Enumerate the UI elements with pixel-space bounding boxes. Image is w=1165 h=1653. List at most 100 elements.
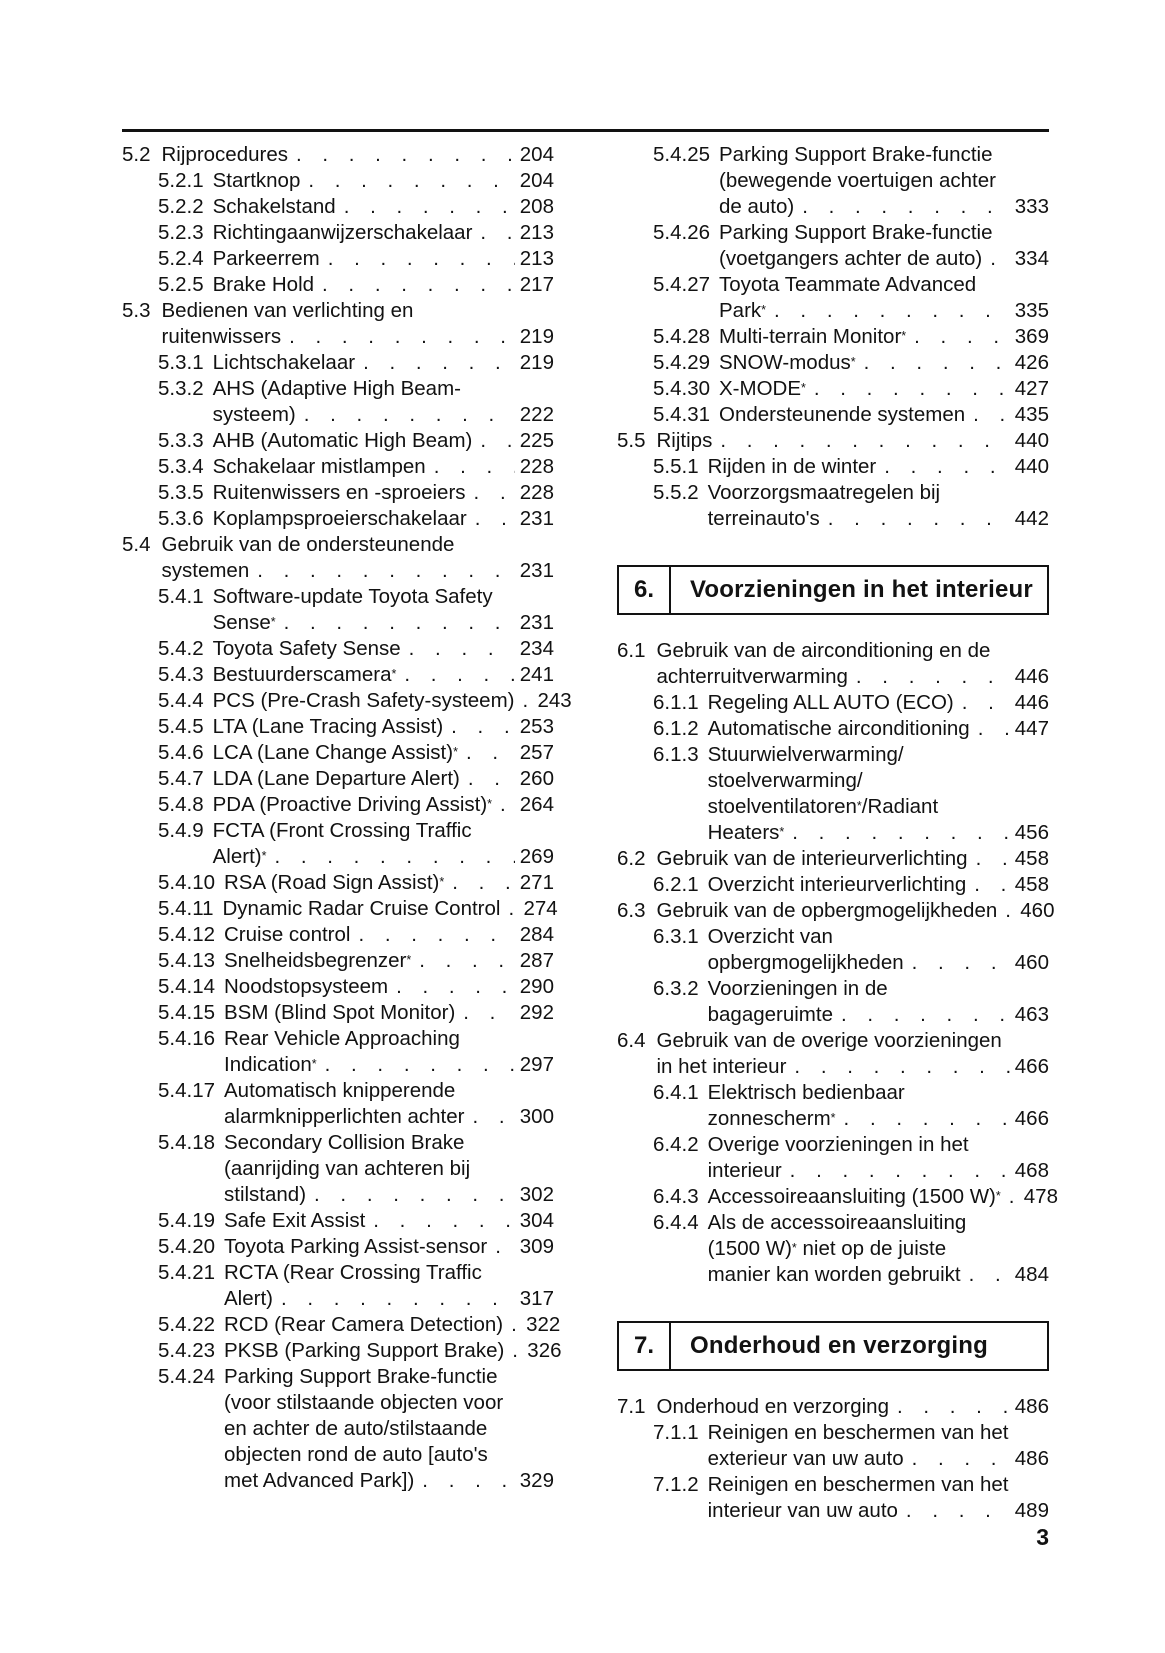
entry-page-number: 234 [519,637,554,660]
entry-title: Park* [719,299,767,322]
entry-last-line: Lichtschakelaar 219 [213,350,554,376]
toc-entry: 5.4.9 FCTA (Front Crossing Traffic Alert)*… [122,818,554,870]
entry-title: Dynamic Radar Cruise Control [222,897,501,920]
entry-number: 5.4.19 [158,1209,215,1232]
entry-page-number: 369 [1014,325,1049,348]
entry-page-number: 334 [1014,247,1049,270]
entry-page-number: 466 [1014,1107,1049,1130]
entry-last-line: interieur 468 [708,1158,1049,1184]
dot-leader [363,350,515,376]
entry-last-line: opbergmogelijkheden 460 [708,950,1049,976]
entry-title: achterruitverwarming [656,665,848,688]
entry-number: 5.4.16 [158,1027,215,1050]
entry-title: interieur [707,1159,782,1182]
toc-entry: 5.4.13 Snelheidsbegrenzer* 287 [122,948,554,974]
dot-leader [419,948,515,974]
entry-line: Voorzorgsmaatregelen bij [707,481,941,504]
toc-entry: 5.4.29 SNOW-modus* 426 [617,350,1049,376]
entry-title: Schakelstand [212,195,336,218]
entry-page-number: 241 [519,663,554,686]
entry-last-line: Heaters* 456 [708,820,1049,846]
entry-number: 5.4.22 [158,1313,215,1336]
entry-title: LTA (Lane Tracing Assist) [212,715,444,738]
entry-number: 6.3 [617,899,646,922]
dot-leader [790,1158,1010,1184]
entry-last-line: Accessoireaansluiting (1500 W)* 478 [707,1184,1058,1210]
entry-number: 6.4.3 [653,1185,699,1208]
entry-number: 6.1 [617,639,646,662]
entry-last-line: BSM (Blind Spot Monitor) 292 [224,1000,554,1026]
entry-page-number: 466 [1014,1055,1049,1078]
entry-title: in het interieur [656,1055,787,1078]
entry-title: Heaters* [707,821,785,844]
entry-body: BSM (Blind Spot Monitor) 292 [224,1000,554,1026]
toc-entry: 5.3.3 AHB (Automatic High Beam) 225 [122,428,554,454]
entry-last-line: LDA (Lane Departure Alert) 260 [213,766,554,792]
entry-page-number: 204 [519,169,554,192]
toc-entry: 5.4.19 Safe Exit Assist 304 [122,1208,554,1234]
entry-page-number: 257 [519,741,554,764]
entry-page-number: 219 [519,325,554,348]
entry-number: 5.4.30 [653,377,710,400]
entry-line: Parking Support Brake-functie [719,221,993,244]
entry-number: 5.4.12 [158,923,215,946]
entry-page-number: 333 [1014,195,1049,218]
entry-body: Toyota Safety Sense 234 [213,636,554,662]
entry-title: Safe Exit Assist [224,1209,366,1232]
entry-page-number: 456 [1014,821,1049,844]
asterisk-footnote-marker: * [995,1189,1001,1203]
entry-number: 5.3.4 [158,455,204,478]
entry-number: 5.5.1 [653,455,699,478]
entry-title: Accessoireaansluiting (1500 W)* [707,1185,1001,1208]
entry-number: 5.4.2 [158,637,204,660]
toc-entry: 5.2.1 Startknop 204 [122,168,554,194]
dot-leader [792,820,1010,846]
entry-number: 5.4.25 [653,143,710,166]
entry-title: Parkeerrem [212,247,320,270]
asterisk-footnote-marker: * [801,381,806,395]
entry-page-number: 486 [1014,1395,1049,1418]
entry-last-line: manier kan worden gebruikt 484 [708,1262,1049,1288]
entry-last-line: Gebruik van de interieurverlichting 458 [657,846,1050,872]
dot-leader [1009,1184,1019,1210]
toc-entry: 5.2.4 Parkeerrem 213 [122,246,554,272]
entry-page-number: 426 [1014,351,1049,374]
entry-page-number: 231 [519,507,554,530]
toc-entry: 6.1.3 Stuurwielverwarming/stoelverwarming… [617,742,1049,846]
dot-leader [322,272,515,298]
dot-leader [794,1054,1009,1080]
toc-entry: 7.1 Onderhoud en verzorging 486 [617,1394,1049,1420]
toc-entry: 5.5 Rijtips 440 [617,428,1049,454]
entry-body: Gebruik van de overige voorzieningen in h… [657,1028,1050,1080]
entry-line: en achter de auto/stilstaande [224,1417,488,1440]
entry-number: 5.5 [617,429,646,452]
dot-leader [475,506,515,532]
entry-page-number: 335 [1014,299,1049,322]
entry-page-number: 309 [519,1235,554,1258]
entry-number: 5.4.1 [158,585,204,608]
entry-number: 6.2.1 [653,873,699,896]
entry-page-number: 217 [519,273,554,296]
entry-title: Indication* [224,1053,317,1076]
dot-leader [914,324,1010,350]
toc-entry: 6.1.2 Automatische airconditioning 447 [617,716,1049,742]
entry-page-number: 269 [519,845,554,868]
entry-body: Parking Support Brake-functie (bewegende … [719,142,1049,220]
toc-entry: 5.4.31 Ondersteunende systemen 435 [617,402,1049,428]
entry-last-line: X-MODE* 427 [719,376,1049,402]
entry-page-number: 460 [1020,899,1055,922]
entry-number: 5.4.15 [158,1001,215,1024]
entry-title: bagageruimte [707,1003,833,1026]
toc-entry: 5.3.1 Lichtschakelaar 219 [122,350,554,376]
entry-number: 5.2.3 [158,221,204,244]
dot-leader [912,1446,1010,1472]
entry-body: Rijden in de winter 440 [708,454,1049,480]
dot-leader [480,428,514,454]
entry-body: Dynamic Radar Cruise Control 274 [222,896,557,922]
entry-number: 7.1.1 [653,1421,699,1444]
entry-page-number: 446 [1014,665,1049,688]
entry-body: Accessoireaansluiting (1500 W)* 478 [707,1184,1058,1210]
dot-leader [511,1312,521,1338]
entry-body: Bedienen van verlichting en ruitenwissers… [162,298,555,350]
